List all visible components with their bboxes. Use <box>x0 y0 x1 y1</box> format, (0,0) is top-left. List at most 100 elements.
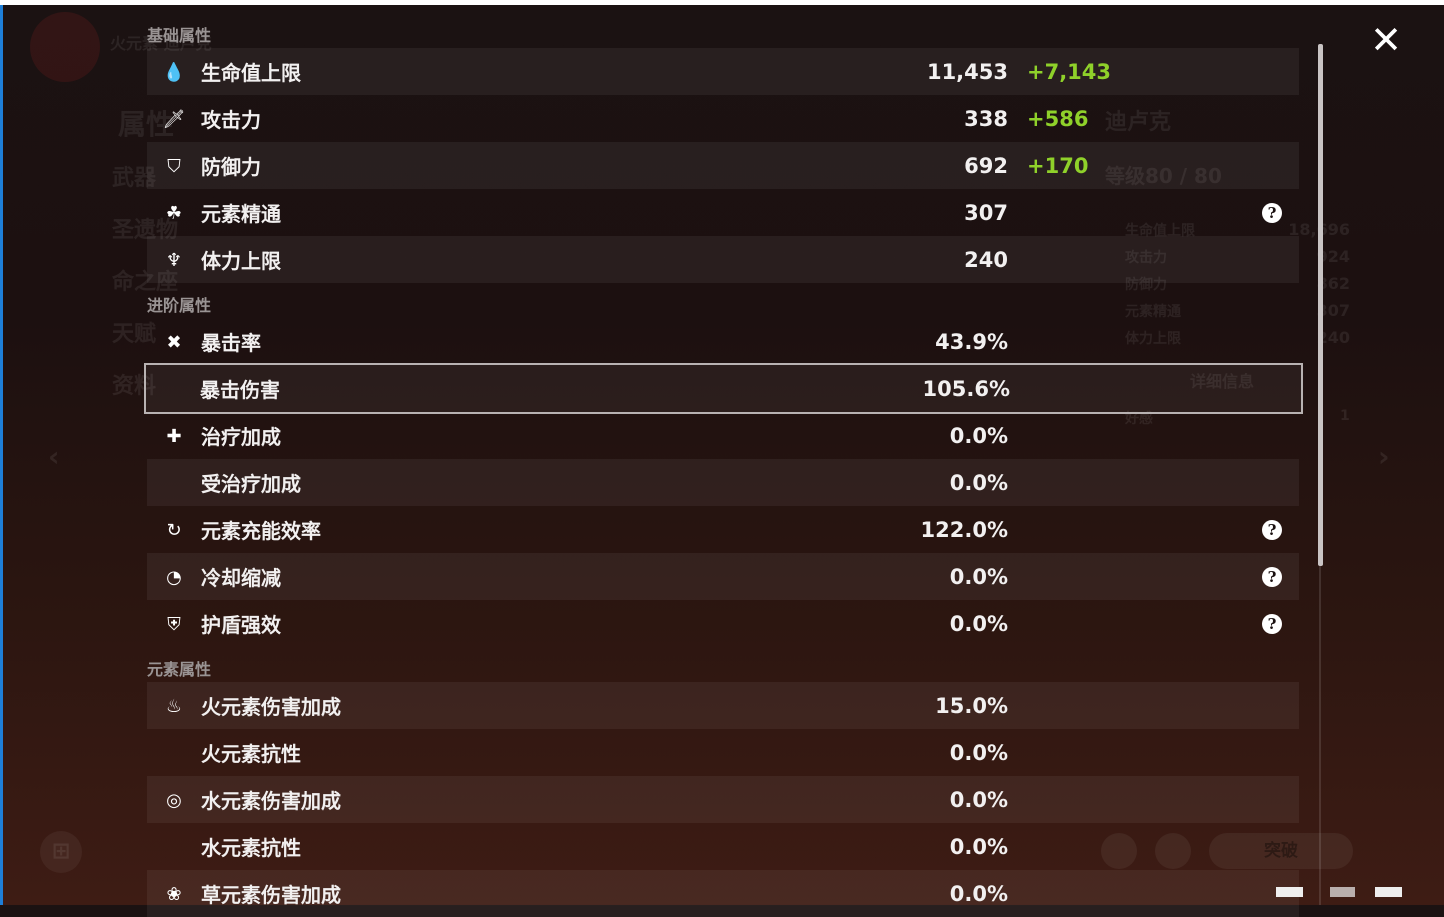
pyro-emblem-icon <box>30 12 100 82</box>
bg-summary-label: 攻击力 <box>1125 250 1167 266</box>
stat-value: 11,453 <box>926 59 1008 84</box>
window-top-bar <box>0 0 1444 5</box>
section-header: 元素属性 <box>147 660 212 679</box>
healing-cross-icon: ✚ <box>166 425 182 447</box>
dendro-icon: ❀ <box>166 883 182 905</box>
bg-details-button[interactable]: 详细信息 <box>1190 372 1255 391</box>
stat-row[interactable]: ◎ 水元素伤害加成 0.0% <box>147 776 1299 823</box>
stat-row[interactable]: 暴击伤害 105.6% <box>144 363 1303 414</box>
shield-icon: ⛉ <box>167 155 181 177</box>
hydro-icon: ◎ <box>166 789 182 811</box>
stat-label: 暴击伤害 <box>200 378 280 402</box>
stat-value: 0.0% <box>949 881 1008 906</box>
shield-strength-icon: ⛨ <box>167 613 181 635</box>
bg-menu-constellation[interactable]: 命之座 <box>112 270 179 295</box>
stat-row[interactable]: ♆ 体力上限 240 <box>147 236 1299 283</box>
bg-summary-value: 862 <box>1316 274 1350 293</box>
stat-value: 0.0% <box>949 740 1008 765</box>
stat-value: 0.0% <box>949 564 1008 589</box>
prev-character-arrow-icon[interactable]: ‹ <box>48 440 60 473</box>
bg-summary-value: 240 <box>1316 328 1350 347</box>
stat-label: 水元素伤害加成 <box>201 789 341 813</box>
stat-row[interactable]: 💧 生命值上限 11,453 +7,143 <box>147 48 1299 95</box>
stat-value: 15.0% <box>935 693 1008 718</box>
cooldown-icon: ◔ <box>166 566 182 588</box>
stat-label: 水元素抗性 <box>201 836 301 860</box>
stat-label: 冷却缩减 <box>201 566 281 590</box>
bg-level: 等级80 / 80 <box>1105 164 1222 188</box>
bg-menu-talents[interactable]: 天赋 <box>112 322 157 347</box>
bg-element-title: 火元素 迪卢克 <box>110 34 212 53</box>
stat-row[interactable]: ⛉ 防御力 692 +170 <box>147 142 1299 189</box>
stat-bonus: +586 <box>1027 106 1089 131</box>
stat-row[interactable]: ⛨ 护盾强效 0.0% ? <box>147 600 1299 647</box>
watermark-fragment <box>1276 887 1303 897</box>
stat-row[interactable]: ✚ 治疗加成 0.0% <box>147 412 1299 459</box>
stat-value: 240 <box>964 247 1008 272</box>
bg-menu-profile[interactable]: 资料 <box>112 374 157 399</box>
stat-value: 0.0% <box>949 787 1008 812</box>
stat-value: 43.9% <box>935 329 1008 354</box>
sword-icon: 🗡 <box>162 108 186 130</box>
stat-label: 受治疗加成 <box>201 472 301 496</box>
stat-label: 火元素伤害加成 <box>201 695 341 719</box>
bg-menu-artifacts[interactable]: 圣遗物 <box>112 218 179 243</box>
stat-row[interactable]: ♨ 火元素伤害加成 15.0% <box>147 682 1299 729</box>
stat-row[interactable]: 火元素抗性 0.0% <box>147 729 1299 776</box>
close-icon[interactable]: ✕ <box>1370 18 1402 62</box>
section-header: 进阶属性 <box>147 296 212 315</box>
stat-row[interactable]: 受治疗加成 0.0% <box>147 459 1299 506</box>
stat-row[interactable]: ☘ 元素精通 307 ? <box>147 189 1299 236</box>
stat-row[interactable]: ❀ 草元素伤害加成 0.0% <box>147 870 1299 917</box>
bg-character-name: 迪卢克 <box>1105 110 1172 135</box>
stat-row[interactable]: ✖ 暴击率 43.9% <box>147 318 1299 365</box>
bg-menu-attributes[interactable]: 属性 <box>118 108 175 141</box>
bg-summary-label: 防御力 <box>1125 277 1167 293</box>
stat-label: 草元素伤害加成 <box>201 883 341 907</box>
help-icon[interactable]: ? <box>1262 520 1282 540</box>
stat-label: 火元素抗性 <box>201 742 301 766</box>
stat-label: 生命值上限 <box>201 61 301 85</box>
stat-value: 0.0% <box>949 423 1008 448</box>
watermark-fragment <box>1375 887 1402 897</box>
stat-row[interactable]: 🗡 攻击力 338 +586 <box>147 95 1299 142</box>
stat-label: 体力上限 <box>201 249 281 273</box>
stat-bonus: +170 <box>1027 153 1089 178</box>
stat-label: 元素充能效率 <box>201 519 321 543</box>
section-header: 基础属性 <box>147 26 212 45</box>
bg-summary-label: 体力上限 <box>1125 331 1181 347</box>
stat-value: 122.0% <box>920 517 1008 542</box>
stat-row[interactable]: 水元素抗性 0.0% <box>147 823 1299 870</box>
stat-label: 攻击力 <box>201 108 261 132</box>
crit-rate-icon: ✖ <box>166 331 182 353</box>
stat-value: 338 <box>964 106 1008 131</box>
help-icon[interactable]: ? <box>1262 567 1282 587</box>
stat-value: 307 <box>964 200 1008 225</box>
help-icon[interactable]: ? <box>1262 614 1282 634</box>
scrollbar-thumb[interactable] <box>1318 44 1323 566</box>
stamina-icon: ♆ <box>165 249 183 271</box>
bg-summary-label: 元素精通 <box>1125 304 1181 320</box>
next-character-arrow-icon[interactable]: › <box>1378 440 1390 473</box>
character-card-button[interactable] <box>1101 833 1137 869</box>
ascend-button[interactable]: 突破 <box>1209 833 1353 869</box>
stat-label: 元素精通 <box>201 202 281 226</box>
window-left-border <box>0 5 3 905</box>
stat-value: 692 <box>964 153 1008 178</box>
stat-value: 0.0% <box>949 834 1008 859</box>
help-icon[interactable]: ? <box>1262 203 1282 223</box>
scrollbar-track[interactable] <box>1319 566 1321 905</box>
bg-summary-value: 924 <box>1316 247 1350 266</box>
bg-summary-value: 307 <box>1316 301 1350 320</box>
stat-row[interactable]: ↻ 元素充能效率 122.0% ? <box>147 506 1299 553</box>
grid-menu-icon[interactable]: ⊞ <box>40 831 82 873</box>
stat-value: 0.0% <box>949 470 1008 495</box>
watermark-fragment <box>1330 887 1355 897</box>
stat-row[interactable]: ◔ 冷却缩减 0.0% ? <box>147 553 1299 600</box>
stat-label: 护盾强效 <box>201 613 281 637</box>
energy-recharge-icon: ↻ <box>166 519 182 541</box>
elemental-mastery-icon: ☘ <box>165 202 183 224</box>
bg-friendship-value: 1 <box>1340 408 1350 424</box>
outfit-hanger-button[interactable] <box>1155 833 1191 869</box>
bg-menu-weapon[interactable]: 武器 <box>112 166 157 191</box>
